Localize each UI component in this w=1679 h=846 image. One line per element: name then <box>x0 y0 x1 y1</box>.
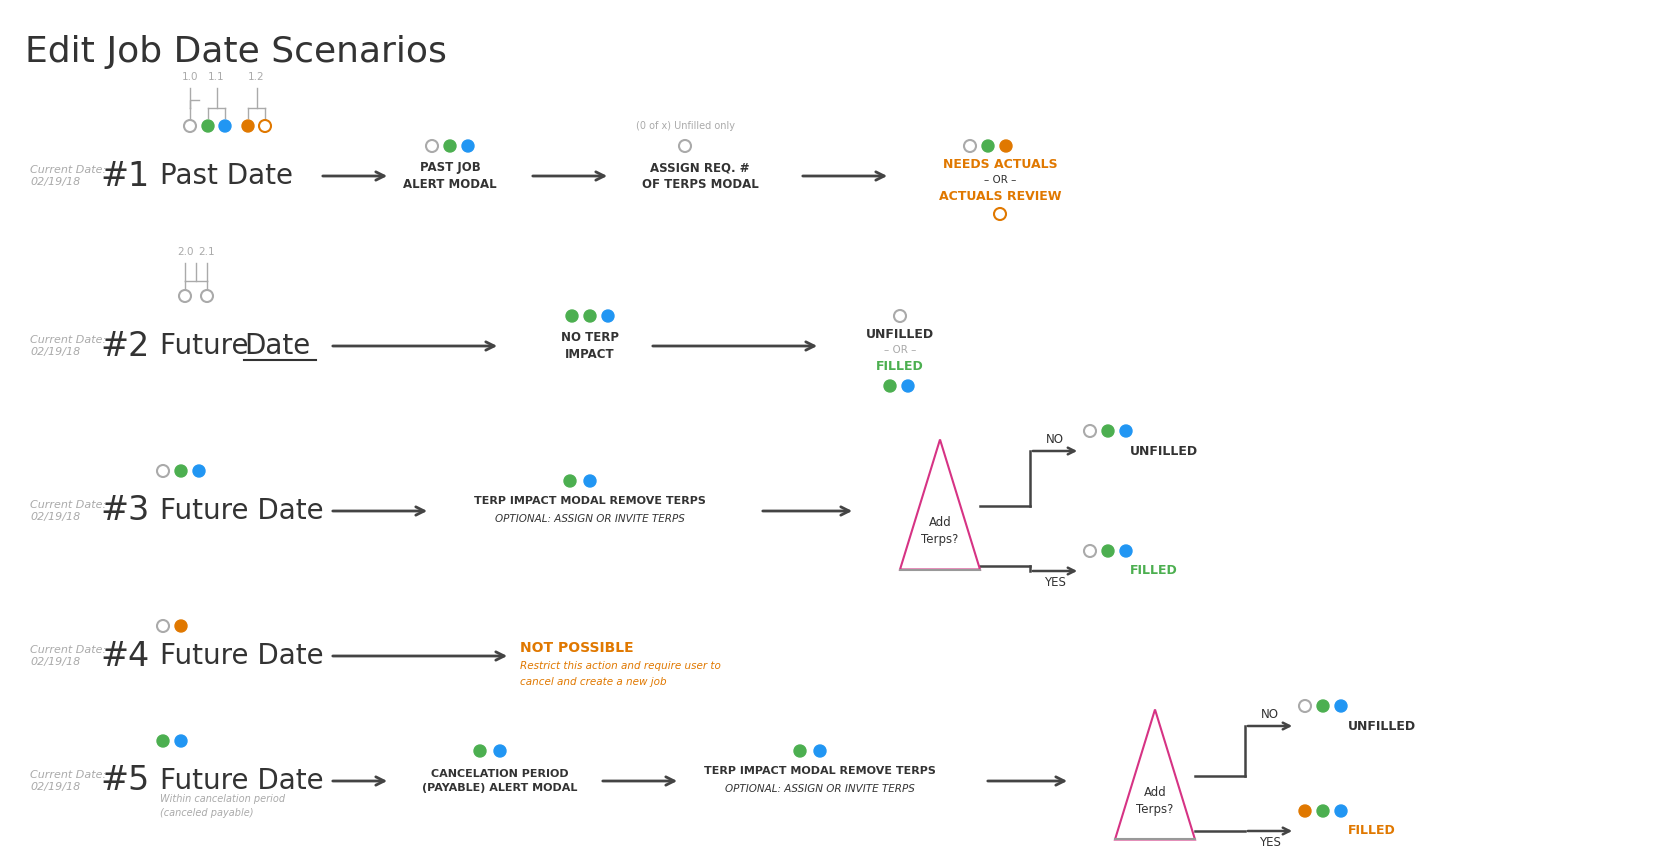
Circle shape <box>242 120 254 132</box>
Circle shape <box>462 140 473 152</box>
Circle shape <box>1101 545 1113 557</box>
Text: Current Date:
02/19/18: Current Date: 02/19/18 <box>30 500 106 522</box>
Text: Current Date:
02/19/18: Current Date: 02/19/18 <box>30 770 106 792</box>
Text: OPTIONAL: ASSIGN OR INVITE TERPS: OPTIONAL: ASSIGN OR INVITE TERPS <box>495 514 685 524</box>
Text: OPTIONAL: ASSIGN OR INVITE TERPS: OPTIONAL: ASSIGN OR INVITE TERPS <box>725 784 915 794</box>
Text: 1.1: 1.1 <box>208 72 225 82</box>
Text: NO TERP
IMPACT: NO TERP IMPACT <box>561 331 620 361</box>
Circle shape <box>794 745 806 757</box>
Text: NEEDS ACTUALS: NEEDS ACTUALS <box>942 157 1058 171</box>
Text: Future Date: Future Date <box>160 767 324 795</box>
Text: NO: NO <box>1046 433 1064 446</box>
Circle shape <box>584 310 596 322</box>
Text: Future Date: Future Date <box>160 497 324 525</box>
Text: PAST JOB
ALERT MODAL: PAST JOB ALERT MODAL <box>403 161 497 191</box>
Text: YES: YES <box>1259 836 1281 846</box>
Circle shape <box>1316 700 1330 712</box>
Circle shape <box>603 310 615 322</box>
Circle shape <box>175 465 186 477</box>
Circle shape <box>175 620 186 632</box>
Circle shape <box>473 745 485 757</box>
Text: Current Date:
02/19/18: Current Date: 02/19/18 <box>30 165 106 187</box>
Circle shape <box>814 745 826 757</box>
Text: NO: NO <box>1261 708 1279 721</box>
Circle shape <box>1335 805 1347 817</box>
Circle shape <box>885 380 897 392</box>
Text: #4: #4 <box>101 640 149 673</box>
Text: UNFILLED: UNFILLED <box>1130 444 1199 458</box>
Circle shape <box>902 380 913 392</box>
Text: 1.0: 1.0 <box>181 72 198 82</box>
Text: Past Date: Past Date <box>160 162 294 190</box>
Text: (0 of x) Unfilled only: (0 of x) Unfilled only <box>635 121 734 131</box>
Text: NOT POSSIBLE: NOT POSSIBLE <box>520 641 633 655</box>
Text: #2: #2 <box>101 329 149 362</box>
Text: Date: Date <box>243 332 311 360</box>
Circle shape <box>1335 700 1347 712</box>
Text: ACTUALS REVIEW: ACTUALS REVIEW <box>939 190 1061 202</box>
Circle shape <box>175 735 186 747</box>
Circle shape <box>982 140 994 152</box>
Text: Current Date:
02/19/18: Current Date: 02/19/18 <box>30 335 106 357</box>
Text: Restrict this action and require user to: Restrict this action and require user to <box>520 661 720 671</box>
Text: Within cancelation period: Within cancelation period <box>160 794 285 804</box>
Text: 1.2: 1.2 <box>248 72 265 82</box>
Text: 2.1: 2.1 <box>198 247 215 257</box>
Text: FILLED: FILLED <box>1130 564 1177 578</box>
Circle shape <box>566 310 578 322</box>
Text: cancel and create a new job: cancel and create a new job <box>520 677 667 687</box>
Text: FILLED: FILLED <box>1348 825 1395 838</box>
Text: Current Date:
02/19/18: Current Date: 02/19/18 <box>30 645 106 667</box>
Text: UNFILLED: UNFILLED <box>866 327 934 340</box>
Text: Add
Terps?: Add Terps? <box>1137 787 1174 816</box>
Text: YES: YES <box>1044 576 1066 589</box>
Circle shape <box>201 120 213 132</box>
Text: Future Date: Future Date <box>160 642 324 670</box>
Circle shape <box>1316 805 1330 817</box>
Circle shape <box>158 735 170 747</box>
Text: #3: #3 <box>101 495 149 528</box>
Text: FILLED: FILLED <box>876 360 923 372</box>
Circle shape <box>1120 425 1132 437</box>
Text: TERP IMPACT MODAL REMOVE TERPS: TERP IMPACT MODAL REMOVE TERPS <box>473 496 705 506</box>
Text: CANCELATION PERIOD
(PAYABLE) ALERT MODAL: CANCELATION PERIOD (PAYABLE) ALERT MODAL <box>423 769 578 793</box>
Text: ASSIGN REQ. #
OF TERPS MODAL: ASSIGN REQ. # OF TERPS MODAL <box>641 161 759 191</box>
Circle shape <box>1300 805 1311 817</box>
Circle shape <box>584 475 596 487</box>
Circle shape <box>564 475 576 487</box>
Circle shape <box>218 120 232 132</box>
Text: Edit Job Date Scenarios: Edit Job Date Scenarios <box>25 35 447 69</box>
Text: – OR –: – OR – <box>883 345 917 355</box>
Text: UNFILLED: UNFILLED <box>1348 719 1415 733</box>
Circle shape <box>443 140 457 152</box>
Text: TERP IMPACT MODAL REMOVE TERPS: TERP IMPACT MODAL REMOVE TERPS <box>704 766 935 776</box>
Circle shape <box>1001 140 1012 152</box>
Text: (canceled payable): (canceled payable) <box>160 808 254 818</box>
Text: – OR –: – OR – <box>984 175 1016 185</box>
Circle shape <box>494 745 505 757</box>
Text: Add
Terps?: Add Terps? <box>922 517 959 546</box>
Text: 2.0: 2.0 <box>176 247 193 257</box>
Circle shape <box>193 465 205 477</box>
Text: Future: Future <box>160 332 257 360</box>
Circle shape <box>1101 425 1113 437</box>
Circle shape <box>1120 545 1132 557</box>
Text: #5: #5 <box>101 765 149 798</box>
Text: #1: #1 <box>101 160 149 193</box>
